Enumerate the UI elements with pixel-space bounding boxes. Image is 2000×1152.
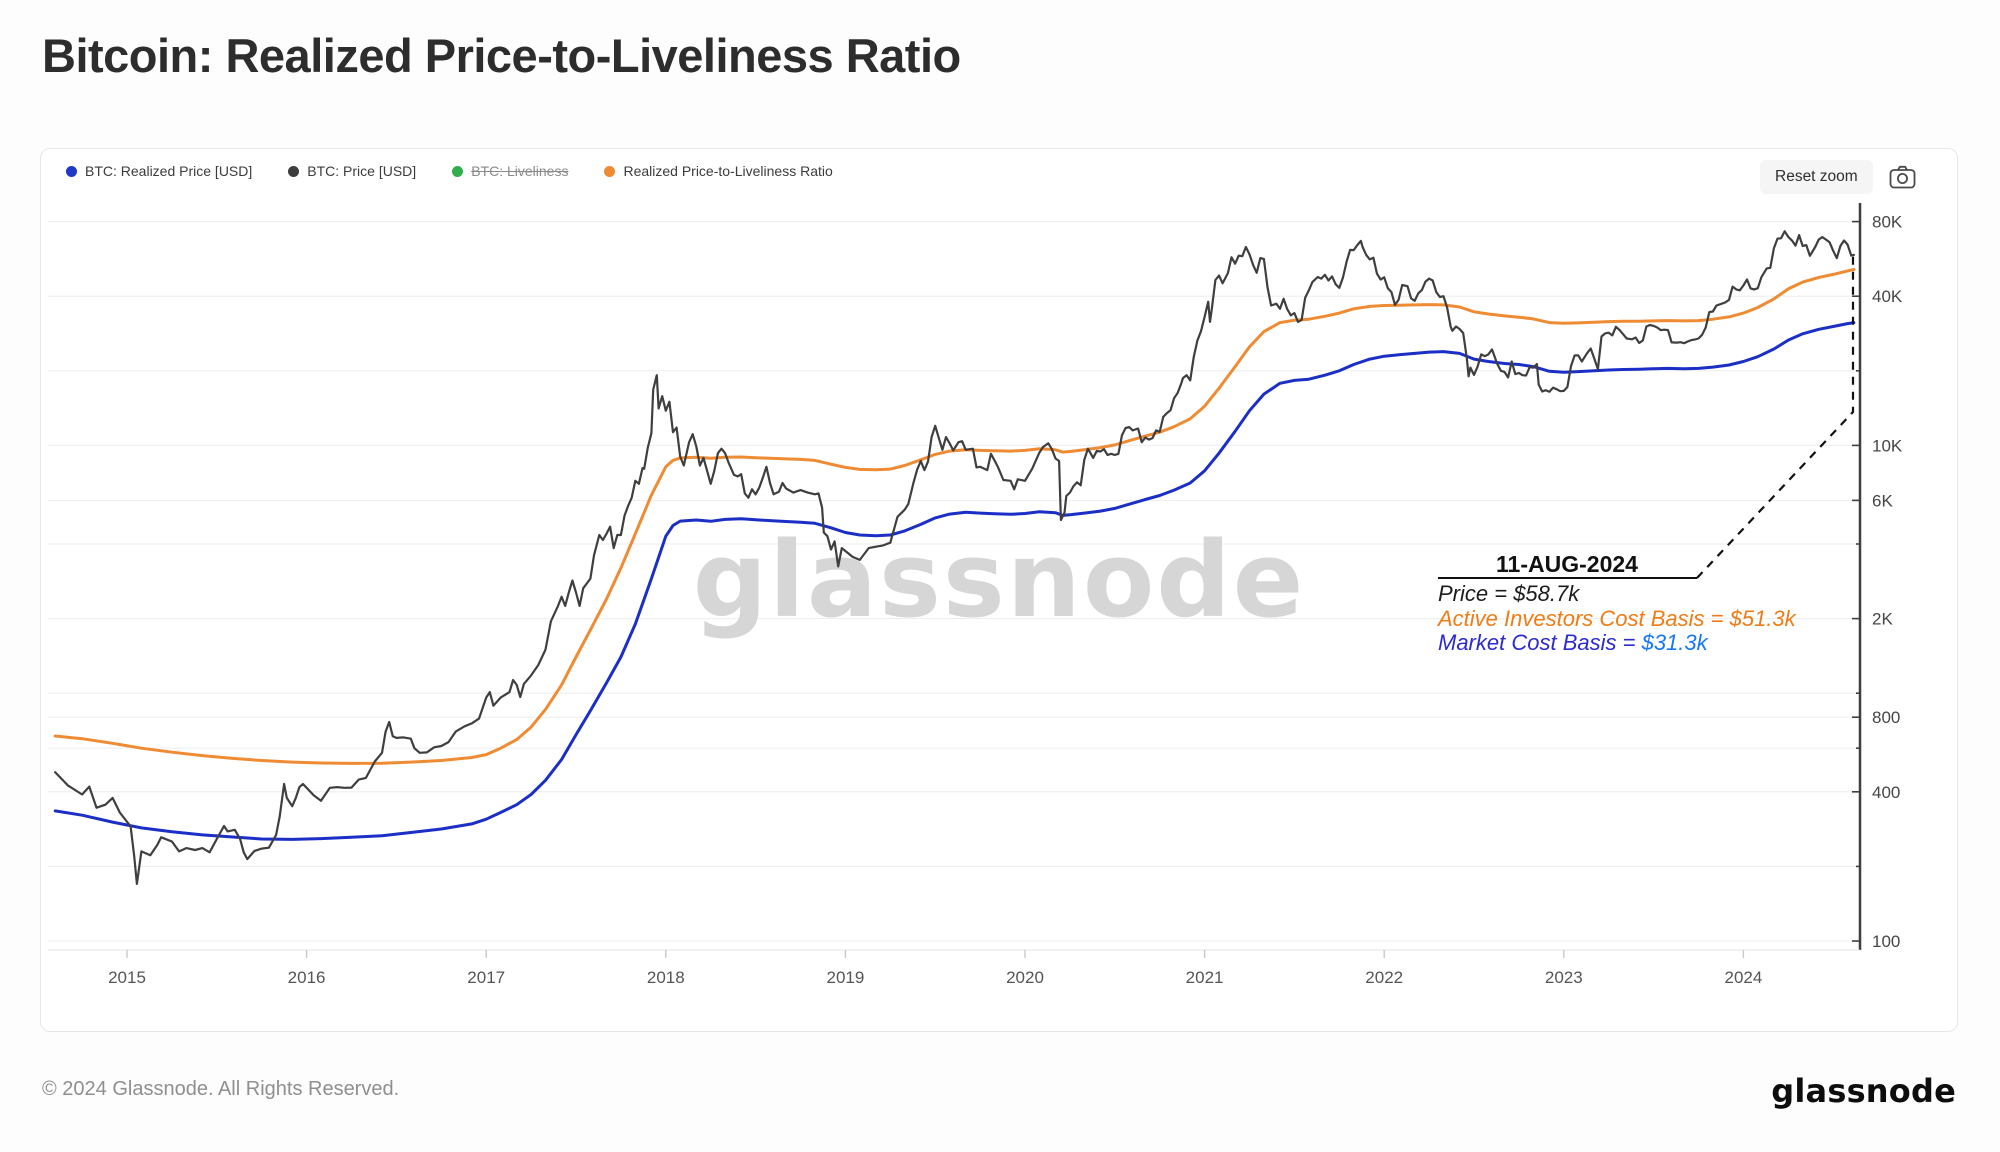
legend-item-btc-price[interactable]: BTC: Price [USD] <box>288 163 416 179</box>
x-tick-label: 2017 <box>467 968 505 987</box>
legend-label: BTC: Liveliness <box>471 163 569 179</box>
camera-icon <box>1889 165 1916 188</box>
reset-zoom-button[interactable]: Reset zoom <box>1760 160 1873 194</box>
legend-label: BTC: Realized Price [USD] <box>85 163 253 179</box>
y-tick-label: 80K <box>1872 213 1903 232</box>
x-tick-label: 2016 <box>288 968 326 987</box>
legend-dot-liveliness-icon <box>452 165 464 177</box>
annotation-callout-line <box>1696 256 1855 579</box>
chart-controls: Reset zoom <box>1760 160 1916 194</box>
legend-item-liveliness[interactable]: BTC: Liveliness <box>452 163 568 179</box>
annotation-market-cost-basis: Market Cost Basis = $31.3k <box>1438 630 1709 655</box>
legend-item-ratio[interactable]: Realized Price-to-Liveliness Ratio <box>604 163 833 179</box>
x-tick-label: 2019 <box>826 968 864 987</box>
page-title: Bitcoin: Realized Price-to-Liveliness Ra… <box>42 29 961 82</box>
legend-dot-btc-price-icon <box>288 165 300 177</box>
x-tick-label: 2020 <box>1006 968 1044 987</box>
ratio-line <box>53 267 1856 765</box>
btc-price-line <box>54 230 1855 885</box>
annotation-group: 11-AUG-2024 Price = $58.7k Active Invest… <box>1436 256 1855 655</box>
x-tick-label: 2022 <box>1365 968 1403 987</box>
legend-item-realized-price[interactable]: BTC: Realized Price [USD] <box>66 163 252 179</box>
annotation-date: 11-AUG-2024 <box>1496 551 1638 577</box>
y-tick-label: 6K <box>1872 491 1893 510</box>
y-tick-label: 10K <box>1872 436 1903 455</box>
x-tick-label: 2024 <box>1724 968 1762 987</box>
glassnode-logo: glassnode <box>1771 1072 1956 1110</box>
realized-price-line <box>53 321 1856 841</box>
legend-label: BTC: Price [USD] <box>307 163 417 179</box>
x-tick-label: 2021 <box>1186 968 1224 987</box>
copyright-text: © 2024 Glassnode. All Rights Reserved. <box>42 1078 400 1100</box>
y-tick-label: 800 <box>1872 708 1900 727</box>
legend-dot-ratio-icon <box>604 165 616 177</box>
chart-legend: BTC: Realized Price [USD] BTC: Price [US… <box>66 163 833 179</box>
annotation-active-cost-basis: Active Investors Cost Basis = $51.3k <box>1436 606 1797 631</box>
x-tick-label: 2023 <box>1545 968 1583 987</box>
x-tick-label: 2015 <box>108 968 146 987</box>
legend-dot-realized-price-icon <box>66 165 77 177</box>
annotation-price: Price = $58.7k <box>1438 581 1580 606</box>
legend-label: Realized Price-to-Liveliness Ratio <box>623 163 833 179</box>
x-tick-label: 2018 <box>647 968 685 987</box>
chart-card <box>40 148 1958 1032</box>
series-layer <box>53 230 1856 885</box>
glassnode-watermark: glassnode <box>693 519 1306 641</box>
y-tick-label: 100 <box>1872 932 1900 951</box>
screenshot-button[interactable] <box>1889 165 1916 190</box>
axis-layer: 80K 40K 10K 6K 2K 800 400 100 2015 2016 2017 2018 20… <box>48 203 1903 987</box>
y-tick-label: 40K <box>1872 287 1903 306</box>
y-tick-label: 2K <box>1872 610 1893 629</box>
y-tick-label: 400 <box>1872 783 1900 802</box>
